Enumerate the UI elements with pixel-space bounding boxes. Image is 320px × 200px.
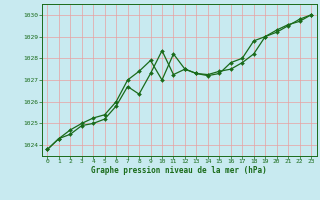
X-axis label: Graphe pression niveau de la mer (hPa): Graphe pression niveau de la mer (hPa) [91,166,267,175]
